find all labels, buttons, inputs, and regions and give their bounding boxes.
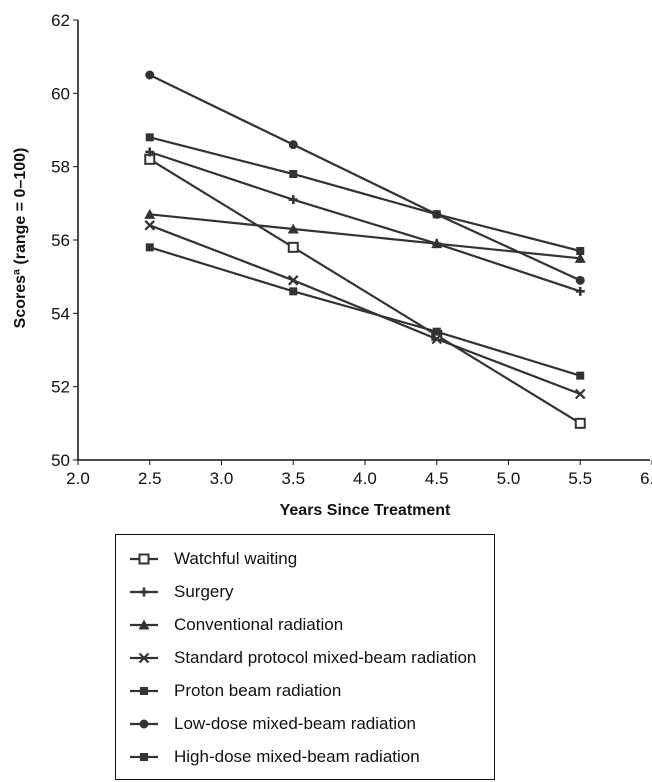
- legend-label: Low-dose mixed-beam radiation: [174, 714, 416, 733]
- x-tick-label: 3.5: [281, 469, 305, 488]
- x-tick-label: 4.5: [425, 469, 449, 488]
- data-point: [574, 417, 586, 429]
- series-line: [149, 224, 581, 396]
- legend-marker: [138, 652, 150, 664]
- legend-swatch: [130, 619, 158, 630]
- data-point: [431, 333, 443, 345]
- x-tick-label: 4.0: [353, 469, 377, 488]
- data-point: [575, 286, 585, 296]
- legend-label: Surgery: [174, 582, 234, 601]
- x-axis-title: Years Since Treatment: [280, 502, 451, 519]
- data-point: [145, 243, 154, 252]
- legend-item: Surgery: [116, 580, 234, 604]
- y-tick-label: 54: [51, 304, 70, 323]
- line-chart: 50 52 54 56 58 60 62 2.0 2.5 3.0 3.5 4.0 4.5 5.0 5.5 6.…: [12, 11, 652, 519]
- legend-swatch: [130, 753, 158, 761]
- data-point: [289, 170, 298, 178]
- legend-item: Conventional radiation: [116, 613, 343, 637]
- data-point: [145, 70, 155, 80]
- data-point: [287, 223, 299, 234]
- x-tick-label: 2.5: [138, 469, 162, 488]
- y-tick-label: 60: [51, 84, 70, 103]
- x-tick-label: 5.0: [497, 469, 521, 488]
- data-point: [432, 210, 441, 219]
- data-point: [145, 133, 154, 142]
- tick-labels: 50 52 54 56 58 60 62 2.0 2.5 3.0 3.5 4.0 4.5 5.0 5.5 6.…: [51, 11, 652, 488]
- series-group: [144, 70, 586, 429]
- axes: [73, 19, 652, 465]
- x-tick-label: 2.0: [66, 469, 90, 488]
- series-line: [149, 158, 581, 425]
- data-point: [574, 252, 586, 263]
- data-point: [287, 275, 299, 286]
- legend-item: Proton beam radiation: [116, 679, 341, 703]
- y-tick-label: 56: [51, 231, 70, 250]
- y-tick-label: 52: [51, 378, 70, 397]
- x-tick-label: 6.0: [640, 469, 652, 488]
- data-point: [144, 220, 156, 231]
- data-point: [574, 388, 586, 400]
- data-point: [576, 247, 585, 255]
- legend-label: Standard protocol mixed-beam radiation: [174, 648, 477, 667]
- legend-marker: [139, 719, 149, 729]
- y-tick-label: 58: [51, 158, 70, 177]
- series-5: [145, 70, 585, 285]
- legend-marker: [139, 587, 149, 597]
- legend-label: Conventional radiation: [174, 615, 344, 634]
- y-axis-title: Scoresª (range = 0–100): [12, 148, 29, 329]
- legend-marker: [140, 687, 148, 695]
- series-6: [145, 133, 585, 255]
- data-point: [144, 208, 156, 219]
- series-line: [149, 213, 581, 260]
- x-tick-label: 5.5: [568, 469, 592, 488]
- legend-label: Watchful waiting: [174, 549, 298, 568]
- data-point: [287, 241, 299, 253]
- y-tick-label: 62: [51, 11, 70, 30]
- data-point: [576, 371, 585, 380]
- legend-swatch: [130, 719, 158, 729]
- x-tick-label: 3.0: [210, 469, 234, 488]
- legend-swatch: [130, 553, 158, 565]
- data-point: [432, 327, 441, 336]
- series-line: [149, 74, 581, 282]
- legend-marker: [138, 553, 150, 565]
- data-point: [289, 287, 298, 296]
- legend-item: Low-dose mixed-beam radiation: [116, 712, 416, 736]
- series-line: [149, 246, 581, 377]
- legend: Watchful waiting Surgery Conventional radi…: [115, 534, 495, 780]
- data-point: [288, 195, 298, 205]
- y-tick-label: 50: [51, 451, 70, 470]
- series-4: [145, 243, 585, 380]
- series-0: [144, 153, 586, 429]
- data-point: [145, 147, 155, 157]
- data-point: [575, 275, 585, 285]
- legend-swatch: [130, 652, 158, 664]
- legend-swatch: [130, 687, 158, 695]
- series-line: [149, 150, 581, 293]
- legend-marker: [138, 619, 150, 630]
- legend-item: Watchful waiting: [116, 547, 297, 571]
- data-point: [288, 140, 298, 150]
- legend-item: High-dose mixed-beam radiation: [116, 745, 420, 769]
- series-2: [144, 208, 586, 263]
- data-point: [431, 238, 443, 249]
- legend-label: High-dose mixed-beam radiation: [174, 747, 420, 766]
- legend-item: Standard protocol mixed-beam radiation: [116, 646, 476, 670]
- legend-label: Proton beam radiation: [174, 681, 342, 700]
- legend-swatch: [130, 587, 158, 597]
- series-3: [144, 220, 586, 400]
- legend-marker: [140, 753, 148, 761]
- series-line: [149, 136, 581, 253]
